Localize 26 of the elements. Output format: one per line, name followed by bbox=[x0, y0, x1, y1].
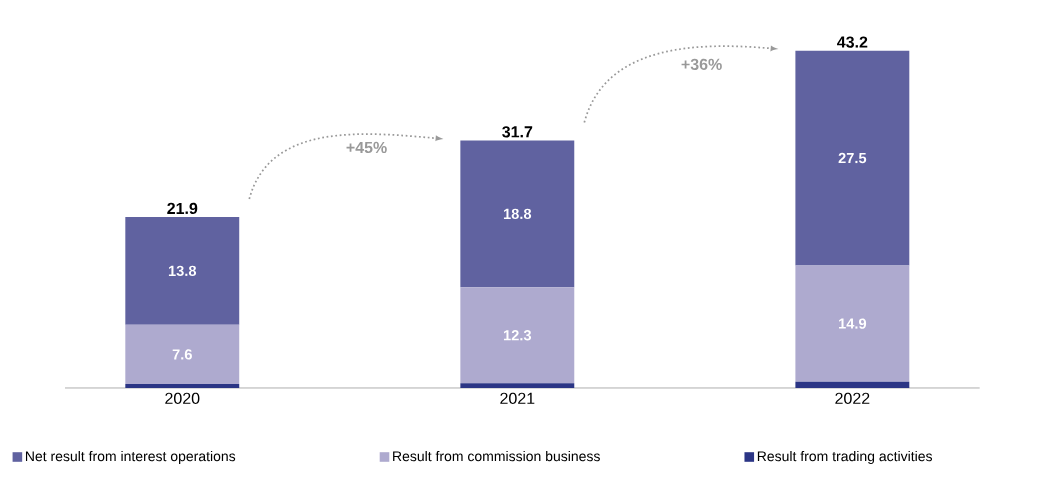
bar bbox=[460, 140, 575, 288]
bar bbox=[460, 383, 575, 388]
bar bbox=[460, 287, 575, 384]
annotation: +45% bbox=[346, 141, 387, 154]
bar bbox=[125, 384, 240, 388]
x-tick-label: 2022 bbox=[835, 392, 870, 405]
data-label: 18.8 bbox=[503, 208, 532, 220]
legend-label: Result from trading activities bbox=[757, 450, 933, 464]
legend-label: Result from commission business bbox=[393, 450, 600, 462]
total-label: 43.2 bbox=[837, 36, 868, 48]
total-label: 21.9 bbox=[167, 202, 198, 215]
total-label: 31.7 bbox=[502, 126, 533, 138]
bar bbox=[125, 216, 240, 325]
data-label: 14.9 bbox=[839, 318, 867, 329]
bar bbox=[125, 324, 240, 385]
data-label: 12.3 bbox=[503, 330, 532, 341]
data-label: 7.6 bbox=[172, 349, 192, 360]
bar bbox=[795, 265, 910, 382]
legend-label: Net result from interest operations bbox=[25, 450, 236, 464]
x-tick-label: 2021 bbox=[500, 392, 535, 405]
x-tick-label: 2020 bbox=[165, 392, 200, 405]
bar bbox=[795, 50, 910, 266]
annotation: +36% bbox=[681, 58, 722, 70]
data-label: 27.5 bbox=[838, 152, 867, 164]
bar bbox=[795, 381, 910, 388]
data-label: 13.8 bbox=[168, 265, 197, 277]
